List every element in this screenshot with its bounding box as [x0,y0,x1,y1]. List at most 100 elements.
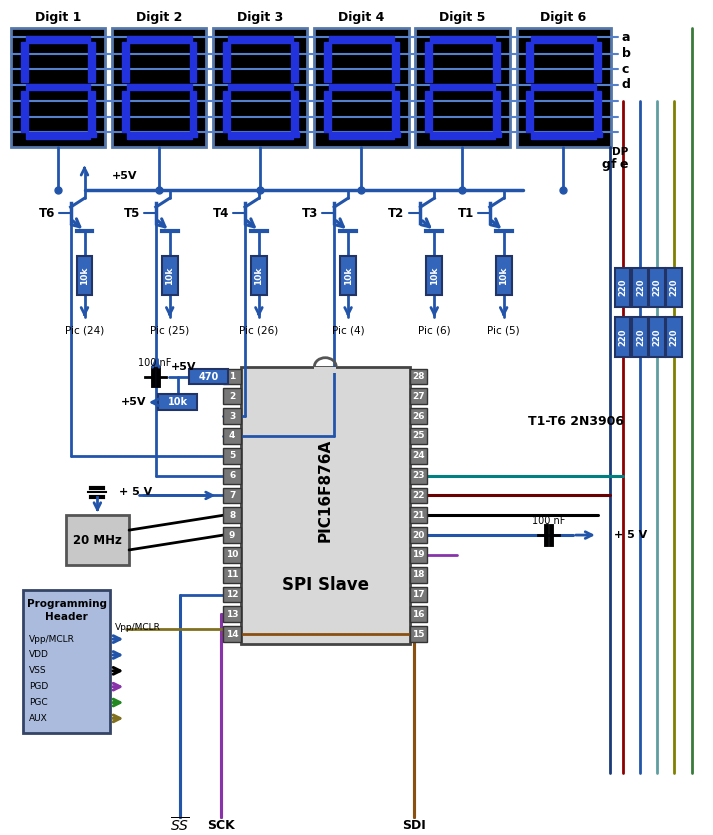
Text: 220: 220 [652,328,662,346]
Bar [223,508,241,524]
Text: T1-T6 2N3906: T1-T6 2N3906 [528,415,625,428]
Text: 15: 15 [412,630,425,639]
Bar [431,36,495,43]
Text: b: b [622,48,630,60]
Bar [223,606,241,622]
Bar [409,388,427,404]
Bar [158,394,198,410]
Text: 21: 21 [412,511,425,519]
Bar [291,91,297,132]
Bar [190,91,197,132]
Text: $\overline{SS}$: $\overline{SS}$ [170,817,190,834]
Bar [88,91,96,132]
Bar [340,256,356,296]
Text: PIC16F876A: PIC16F876A [318,439,333,542]
Bar [615,317,630,357]
Bar [531,132,596,139]
Text: 2: 2 [229,392,235,401]
Bar [324,42,332,82]
Text: Digit 2: Digit 2 [135,12,182,24]
Text: 23: 23 [412,471,425,480]
Text: 7: 7 [229,491,235,500]
Text: +5V: +5V [170,362,196,372]
Text: 220: 220 [670,279,679,296]
Bar [409,508,427,524]
Text: DP: DP [612,147,628,157]
Bar [228,84,292,90]
Text: Pic (6): Pic (6) [418,326,451,336]
Bar [329,132,394,139]
Text: VSS: VSS [29,666,46,676]
Text: 10k: 10k [499,266,508,285]
Text: 17: 17 [412,590,425,599]
Bar [228,36,292,43]
Bar [127,132,192,139]
Bar [431,84,495,90]
Text: 22: 22 [412,491,425,500]
Bar [223,547,241,563]
Bar [426,42,432,82]
Text: 10k: 10k [80,266,89,285]
Bar [395,132,399,137]
Bar [26,36,91,43]
Text: 10k: 10k [430,266,438,285]
Bar [228,132,292,139]
Bar [241,367,409,644]
Text: 24: 24 [412,451,425,460]
Bar [409,547,427,563]
Bar [493,42,500,82]
Bar [597,132,602,137]
Text: PGC: PGC [29,698,48,707]
Text: T5: T5 [123,206,140,220]
Text: Pic (24): Pic (24) [65,326,104,336]
Bar [391,42,399,82]
Text: e: e [620,158,628,171]
Text: 20: 20 [412,530,425,539]
Text: Digit 5: Digit 5 [438,12,486,24]
Bar [409,587,427,603]
Text: 4: 4 [229,432,235,441]
Text: VDD: VDD [29,650,49,660]
Text: 3: 3 [229,412,235,421]
Bar [127,84,192,90]
Text: Pic (26): Pic (26) [240,326,279,336]
Bar [409,448,427,463]
Bar [329,36,394,43]
Text: 11: 11 [226,570,238,579]
Text: 9: 9 [229,530,235,539]
Bar [76,256,93,296]
Text: 18: 18 [412,570,425,579]
Text: 100 nF: 100 nF [138,357,172,367]
Text: + 5 V: + 5 V [614,530,647,540]
Bar [416,28,510,147]
Text: AUX: AUX [29,714,48,723]
Text: 470: 470 [198,372,218,382]
Bar [632,317,648,357]
Bar [223,388,241,404]
Text: Pic (4): Pic (4) [332,326,364,336]
Bar [531,36,596,43]
Bar [193,132,198,137]
Bar [223,488,241,504]
Bar [493,91,500,132]
Bar [496,132,501,137]
Text: 26: 26 [412,412,425,421]
Text: 14: 14 [226,630,238,639]
Text: d: d [622,78,630,91]
Bar [314,28,409,147]
Text: SDI: SDI [403,819,426,832]
Bar [526,42,533,82]
Bar [426,91,432,132]
Text: 27: 27 [412,392,425,401]
Text: Pic (5): Pic (5) [487,326,520,336]
Bar [409,567,427,583]
Bar [223,587,241,603]
Text: + 5 V: + 5 V [119,488,153,498]
Bar [223,567,241,583]
Bar [23,590,111,733]
Text: g: g [602,158,610,171]
Bar [426,256,442,296]
Bar [409,468,427,483]
Bar [666,267,682,307]
Bar [26,84,91,90]
